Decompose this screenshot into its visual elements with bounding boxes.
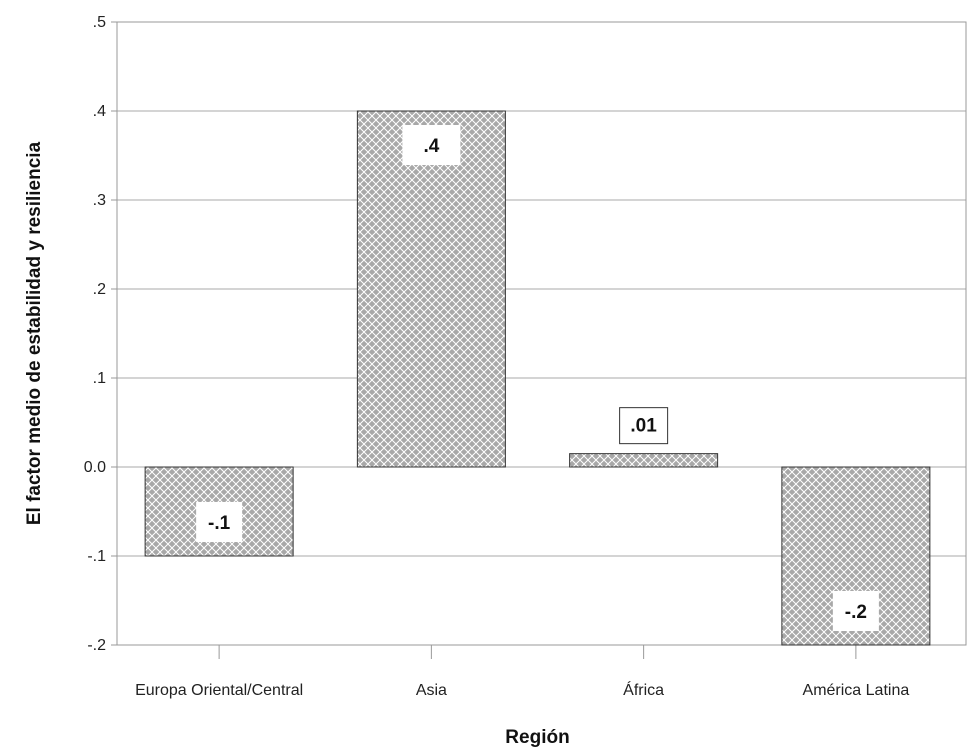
x-tick-label: América Latina [803, 682, 910, 699]
data-label: -.1 [208, 513, 231, 534]
y-tick-label: .5 [93, 14, 106, 31]
bar [569, 453, 719, 468]
x-axis-title: Región [505, 727, 569, 748]
x-tick-label: Asia [416, 682, 447, 699]
plot-area-frame [116, 21, 967, 646]
x-tick-label: África [623, 680, 664, 699]
data-label-box [196, 502, 243, 542]
data-label-box [832, 591, 879, 631]
y-tick-label: .2 [93, 281, 106, 298]
bars [144, 110, 931, 646]
data-label: .01 [630, 416, 657, 437]
y-tick-label: 0.0 [84, 459, 106, 476]
y-tick-label: .1 [93, 370, 106, 387]
y-tick-label: .4 [93, 103, 106, 120]
data-label-box [619, 407, 669, 445]
x-tick-label: Europa Oriental/Central [135, 682, 303, 699]
y-tick-label: .3 [93, 192, 106, 209]
x-axis-ticks: Europa Oriental/Central Asia África América… [135, 645, 909, 699]
bar [356, 110, 506, 468]
data-label-box [402, 125, 461, 165]
data-label: -.2 [845, 602, 867, 623]
y-tick-label: -.1 [87, 548, 106, 565]
y-axis-ticks: -.2 -.1 0.0 .1 .2 .3 .4 .5 [84, 14, 117, 654]
data-label: .4 [423, 136, 439, 157]
y-tick-label: -.2 [87, 637, 106, 654]
y-axis-title: El factor medio de estabilidad y resilie… [24, 141, 45, 525]
axes [116, 21, 967, 646]
data-labels: -.1 .4 .01 -.2 [196, 125, 879, 631]
